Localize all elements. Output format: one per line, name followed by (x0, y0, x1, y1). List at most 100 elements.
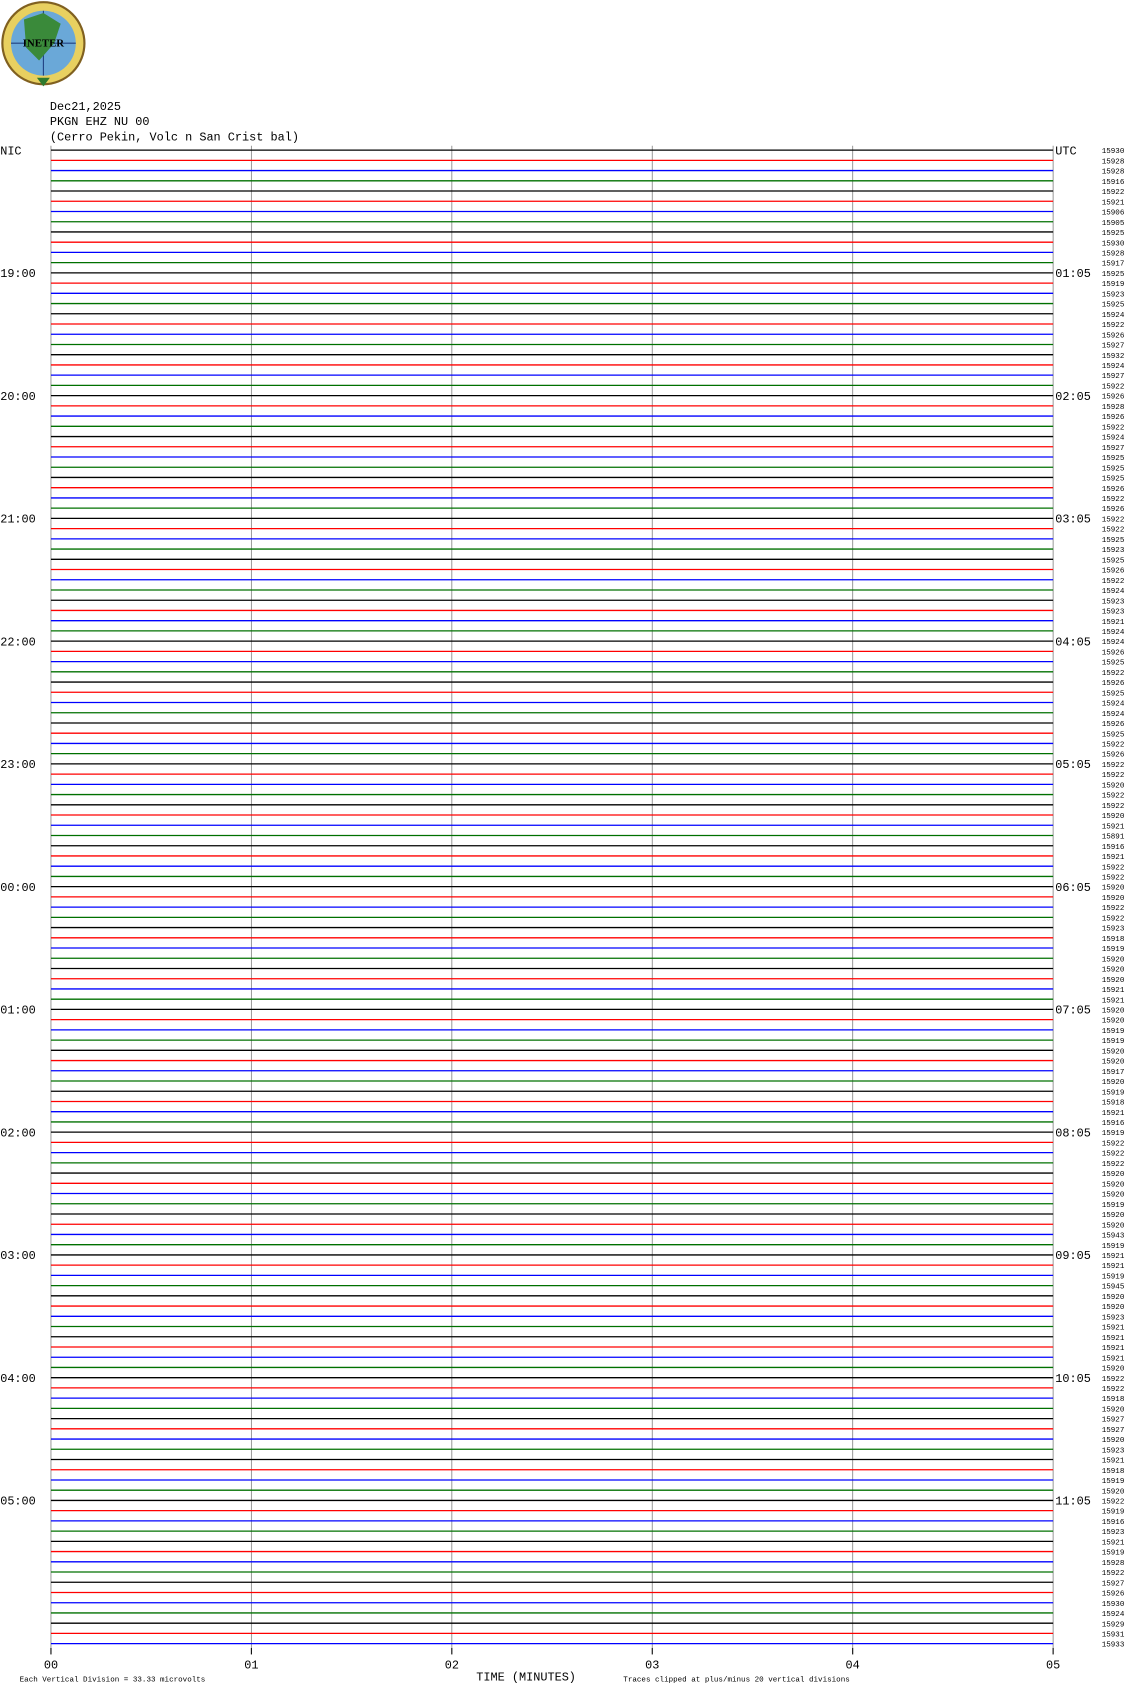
right-time-label: 01:05 (1055, 267, 1091, 281)
left-time-label: 20:00 (0, 390, 36, 404)
row-mean: 15924 (1102, 363, 1125, 371)
row-mean: 15919 (1102, 1202, 1125, 1210)
row-mean: 15931 (1102, 1631, 1125, 1639)
row-mean: 15920 (1102, 977, 1125, 985)
left-time-label: NIC (0, 144, 21, 158)
row-mean: 15927 (1102, 1417, 1125, 1425)
row-mean: 15921 (1102, 1335, 1125, 1343)
date: Dec21,2025 (50, 100, 121, 114)
row-mean: 15920 (1102, 1294, 1125, 1302)
row-mean: 15926 (1102, 1591, 1125, 1599)
row-mean: 15921 (1102, 1458, 1125, 1466)
row-mean: 15919 (1102, 281, 1125, 289)
right-time-label: 06:05 (1055, 881, 1091, 895)
row-mean: 15920 (1102, 1181, 1125, 1189)
row-mean: 15922 (1102, 793, 1125, 801)
left-time-label: 05:00 (0, 1495, 36, 1509)
row-mean: 15923 (1102, 609, 1125, 617)
row-mean: 15916 (1102, 179, 1125, 187)
right-time-label: 08:05 (1055, 1126, 1091, 1140)
row-mean: 15926 (1102, 752, 1125, 760)
row-mean: 15919 (1102, 1509, 1125, 1517)
right-time-label: 09:05 (1055, 1249, 1091, 1263)
row-mean: 15920 (1102, 1048, 1125, 1056)
scale-note: Each Vertical Division = 33.33 microvolt… (20, 1676, 206, 1684)
row-mean: 15925 (1102, 302, 1125, 310)
row-mean: 15922 (1102, 496, 1125, 504)
row-mean: 15922 (1102, 424, 1125, 432)
row-mean: 15920 (1102, 895, 1125, 903)
row-mean: 15921 (1102, 1539, 1125, 1547)
row-mean: 15920 (1102, 1212, 1125, 1220)
row-mean: 15922 (1102, 762, 1125, 770)
row-mean: 15926 (1102, 414, 1125, 422)
left-time-label: 23:00 (0, 758, 36, 772)
row-mean: 15921 (1102, 987, 1125, 995)
row-mean: 15891 (1102, 834, 1125, 842)
row-mean: 15922 (1102, 803, 1125, 811)
row-mean: 15922 (1102, 874, 1125, 882)
row-mean: 15920 (1102, 1007, 1125, 1015)
left-time-label: 22:00 (0, 635, 36, 649)
row-mean: 15921 (1102, 199, 1125, 207)
row-mean: 15921 (1102, 823, 1125, 831)
row-mean: 15918 (1102, 1468, 1125, 1476)
row-mean: 15925 (1102, 465, 1125, 473)
row-mean: 15922 (1102, 864, 1125, 872)
row-mean: 15926 (1102, 680, 1125, 688)
row-mean: 15917 (1102, 261, 1125, 269)
row-mean: 15924 (1102, 629, 1125, 637)
row-mean: 15926 (1102, 506, 1125, 514)
logo-text: INETER (23, 38, 65, 50)
row-mean: 15922 (1102, 1161, 1125, 1169)
x-tick-label: 01 (244, 1658, 258, 1672)
row-mean: 15920 (1102, 1488, 1125, 1496)
row-mean: 15922 (1102, 1376, 1125, 1384)
row-mean: 15929 (1102, 1621, 1125, 1629)
row-mean: 15925 (1102, 271, 1125, 279)
row-mean: 15919 (1102, 1130, 1125, 1138)
row-mean: 15922 (1102, 1386, 1125, 1394)
row-mean: 15927 (1102, 343, 1125, 351)
row-mean: 15930 (1102, 148, 1125, 156)
row-mean: 15922 (1102, 189, 1125, 197)
row-mean: 15926 (1102, 486, 1125, 494)
left-time-label: 19:00 (0, 267, 36, 281)
row-mean: 15924 (1102, 588, 1125, 596)
plot: 00 01 02 03 04 05 15930 NIC UTC 15928 15928 15916 15… (0, 144, 1125, 1672)
row-mean: 15930 (1102, 240, 1125, 248)
row-mean: 15943 (1102, 1233, 1125, 1241)
row-mean: 15926 (1102, 721, 1125, 729)
row-mean: 15919 (1102, 946, 1125, 954)
row-mean: 15925 (1102, 557, 1125, 565)
row-mean: 15928 (1102, 158, 1125, 166)
row-mean: 15920 (1102, 782, 1125, 790)
x-axis-title: TIME (MINUTES) (476, 1670, 576, 1684)
row-mean: 15925 (1102, 690, 1125, 698)
row-mean: 15928 (1102, 169, 1125, 177)
row-mean: 15921 (1102, 1253, 1125, 1261)
row-mean: 15928 (1102, 404, 1125, 412)
row-mean: 15925 (1102, 660, 1125, 668)
row-mean: 15924 (1102, 711, 1125, 719)
row-mean: 15924 (1102, 435, 1125, 443)
row-mean: 15922 (1102, 915, 1125, 923)
row-mean: 15920 (1102, 1304, 1125, 1312)
row-mean: 15922 (1102, 383, 1125, 391)
row-mean: 15918 (1102, 1396, 1125, 1404)
x-tick-label: 03 (645, 1658, 659, 1672)
row-mean: 15926 (1102, 568, 1125, 576)
row-mean: 15905 (1102, 220, 1125, 228)
location: (Cerro Pekin, Volc n San Crist bal) (50, 130, 299, 144)
right-time-label: UTC (1055, 144, 1076, 158)
row-mean: 15922 (1102, 578, 1125, 586)
row-mean: 15920 (1102, 1437, 1125, 1445)
row-mean: 15919 (1102, 1028, 1125, 1036)
row-mean: 15920 (1102, 967, 1125, 975)
left-time-label: 03:00 (0, 1249, 36, 1263)
row-mean: 15924 (1102, 312, 1125, 320)
row-mean: 15916 (1102, 1519, 1125, 1527)
row-mean: 15930 (1102, 1601, 1125, 1609)
row-mean: 15920 (1102, 956, 1125, 964)
